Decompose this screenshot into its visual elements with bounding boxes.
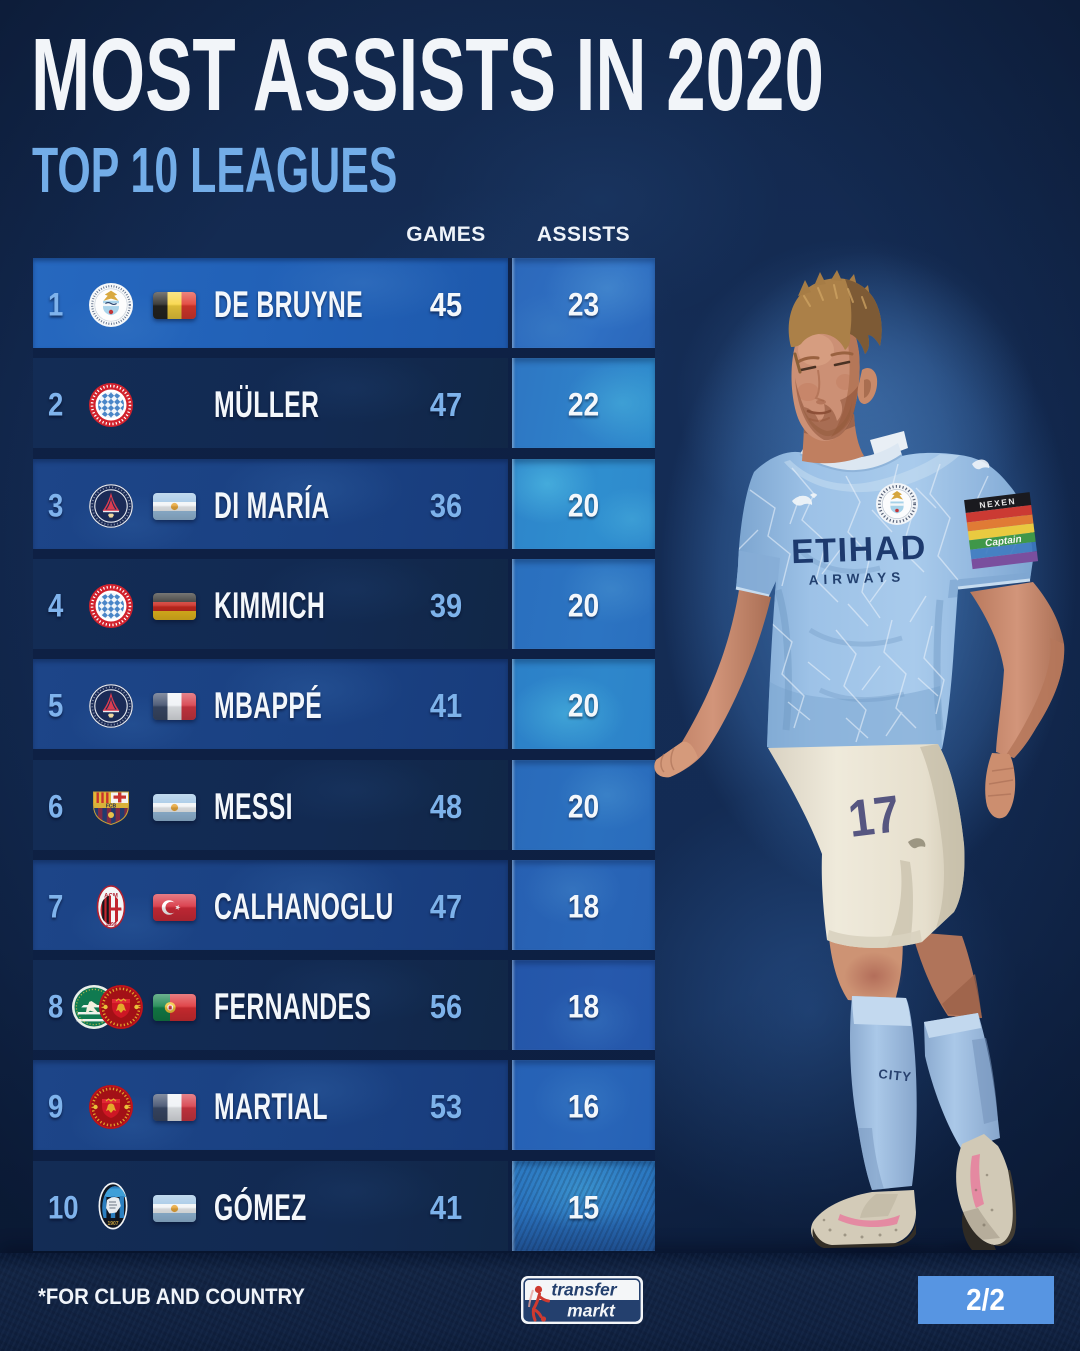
svg-text:CITY: CITY [878,1066,913,1084]
svg-text:1907: 1907 [107,1221,118,1227]
svg-text:FCB: FCB [106,803,117,809]
svg-text:ETIHAD: ETIHAD [791,529,928,572]
svg-text:transfer: transfer [551,1280,617,1300]
svg-text:markt: markt [567,1301,616,1321]
svg-text:17: 17 [845,786,902,849]
svg-text:AIRWAYS: AIRWAYS [808,569,905,587]
svg-text:1899: 1899 [105,922,116,928]
svg-text:NEXEN: NEXEN [979,496,1017,510]
